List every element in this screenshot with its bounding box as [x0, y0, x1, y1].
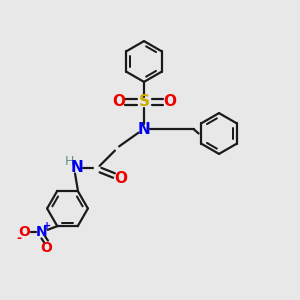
Text: H: H — [64, 155, 74, 168]
Text: +: + — [43, 221, 51, 231]
Text: -: - — [16, 232, 22, 245]
Text: O: O — [114, 171, 127, 186]
Text: N: N — [138, 122, 150, 136]
Text: N: N — [36, 225, 47, 239]
Text: O: O — [112, 94, 125, 110]
Text: S: S — [139, 94, 149, 110]
Text: O: O — [40, 242, 52, 255]
Text: O: O — [163, 94, 176, 110]
Text: O: O — [18, 225, 30, 239]
Text: N: N — [70, 160, 83, 175]
